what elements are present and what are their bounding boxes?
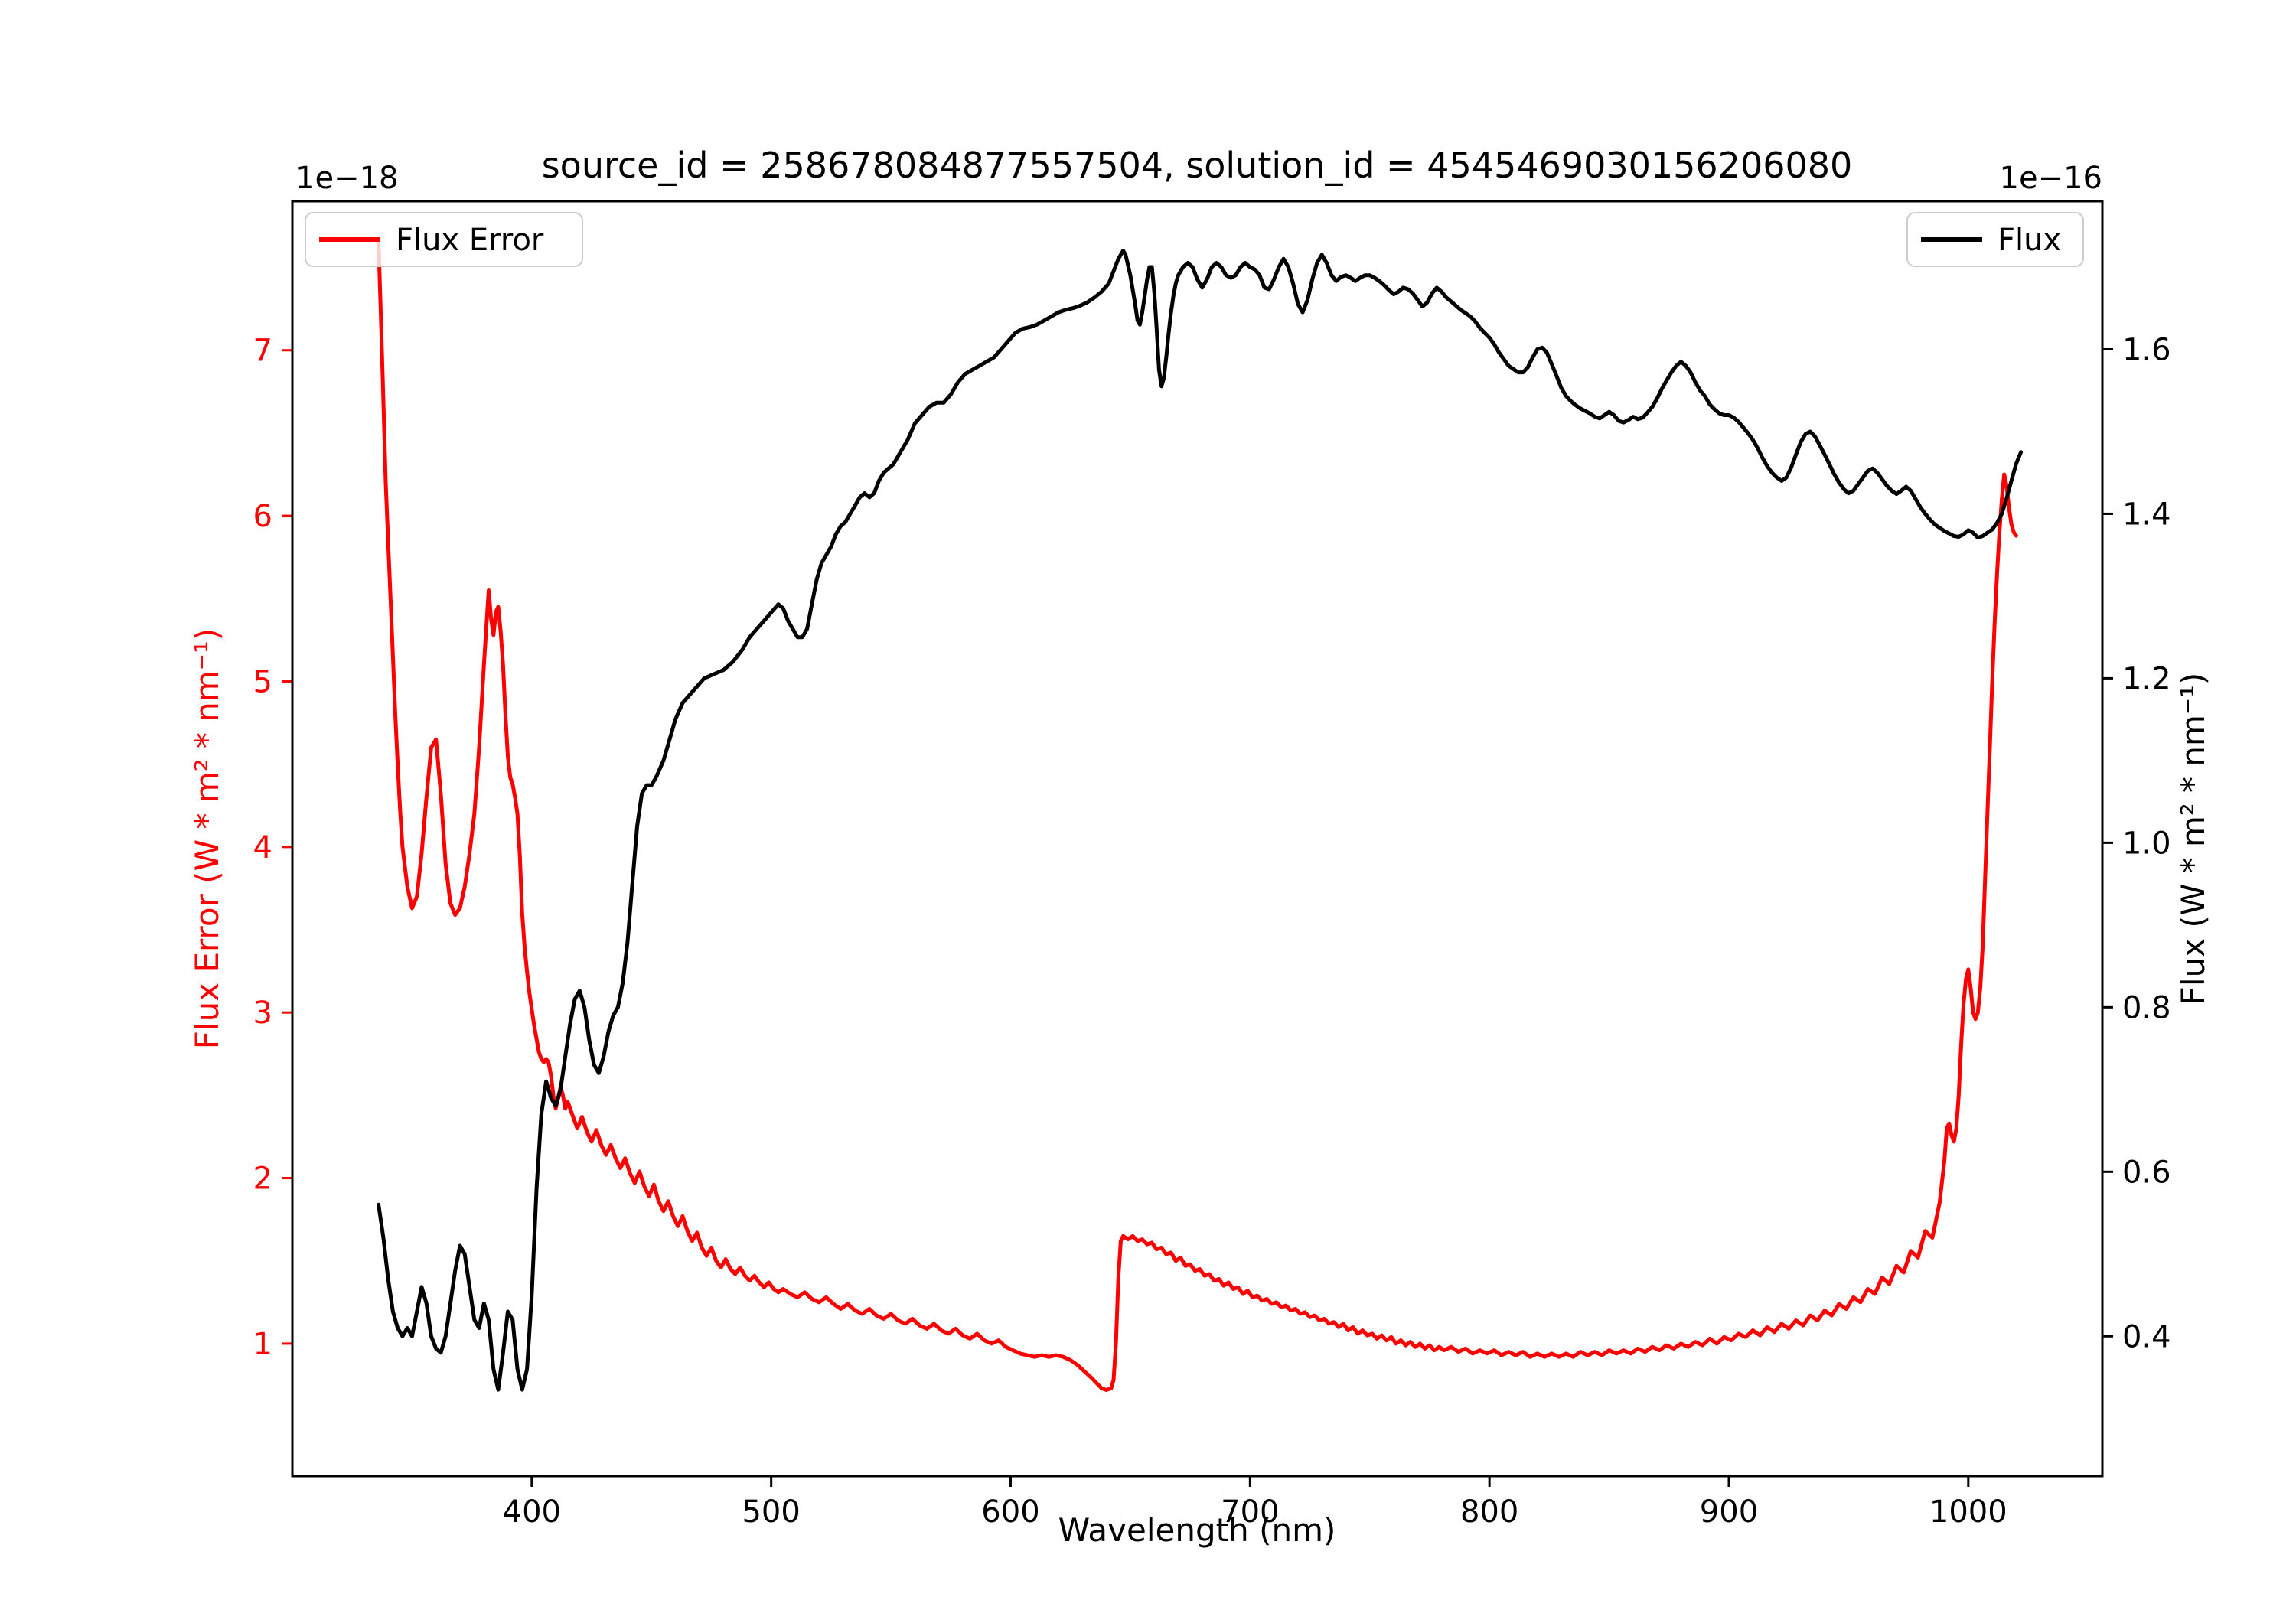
legend-flux-error-box (305, 212, 583, 267)
series-flux-error (377, 240, 2018, 1392)
left-y-axis-label: Flux Error (W * m² * nm⁻¹) (188, 628, 226, 1049)
right-y-tick-label: 1.6 (2122, 332, 2171, 367)
right-y-tick-label: 0.8 (2122, 990, 2171, 1025)
left-y-tick-label: 1 (253, 1327, 272, 1362)
right-y-tick-label: 0.6 (2122, 1155, 2171, 1190)
left-y-tick-label: 7 (253, 334, 272, 369)
plot-area (292, 201, 2102, 1476)
legend-flux-error-label: Flux Error (396, 223, 544, 258)
x-tick-label: 1000 (1929, 1494, 2007, 1530)
x-tick-label: 900 (1700, 1494, 1758, 1530)
x-tick-label: 500 (742, 1494, 800, 1530)
right-y-tick-label: 1.4 (2122, 497, 2171, 532)
left-y-tick-label: 5 (253, 664, 272, 699)
x-tick-label: 600 (981, 1494, 1039, 1530)
left-axis-offset-label: 1e−18 (295, 161, 398, 196)
x-axis-label: Wavelength (nm) (1058, 1511, 1336, 1549)
x-tick-label: 800 (1460, 1494, 1518, 1530)
legend-flux-label: Flux (1998, 223, 2061, 258)
left-y-tick-label: 3 (253, 996, 272, 1031)
series-flux (377, 249, 2024, 1392)
chart-title: source_id = 258678084877557504, solution… (542, 145, 1853, 186)
right-y-tick-label: 0.4 (2122, 1319, 2171, 1354)
legend-flux-box (1906, 212, 2084, 267)
axes-spine (291, 200, 2104, 1478)
left-y-tick-label: 2 (253, 1162, 272, 1197)
series-lines-layer (377, 240, 2024, 1392)
legend-flux: Flux (1906, 212, 2084, 267)
right-y-axis-label: Flux (W * m² * nm⁻¹) (2174, 673, 2212, 1005)
left-y-tick-label: 4 (253, 830, 272, 865)
left-y-tick-label: 6 (253, 499, 272, 534)
x-tick-label: 400 (503, 1494, 561, 1530)
x-tick-label: 700 (1221, 1494, 1279, 1530)
legend-flux-error: Flux Error (305, 212, 583, 267)
right-y-tick-label: 1.0 (2122, 826, 2171, 861)
right-y-tick-label: 1.2 (2122, 661, 2171, 696)
right-axis-offset-label: 1e−16 (2000, 161, 2102, 196)
ticks-layer: 400 500 600 700 800 900 1000 1 2 3 4 5 6 7 0.4 0.6 0.8 1.… (253, 332, 2171, 1530)
